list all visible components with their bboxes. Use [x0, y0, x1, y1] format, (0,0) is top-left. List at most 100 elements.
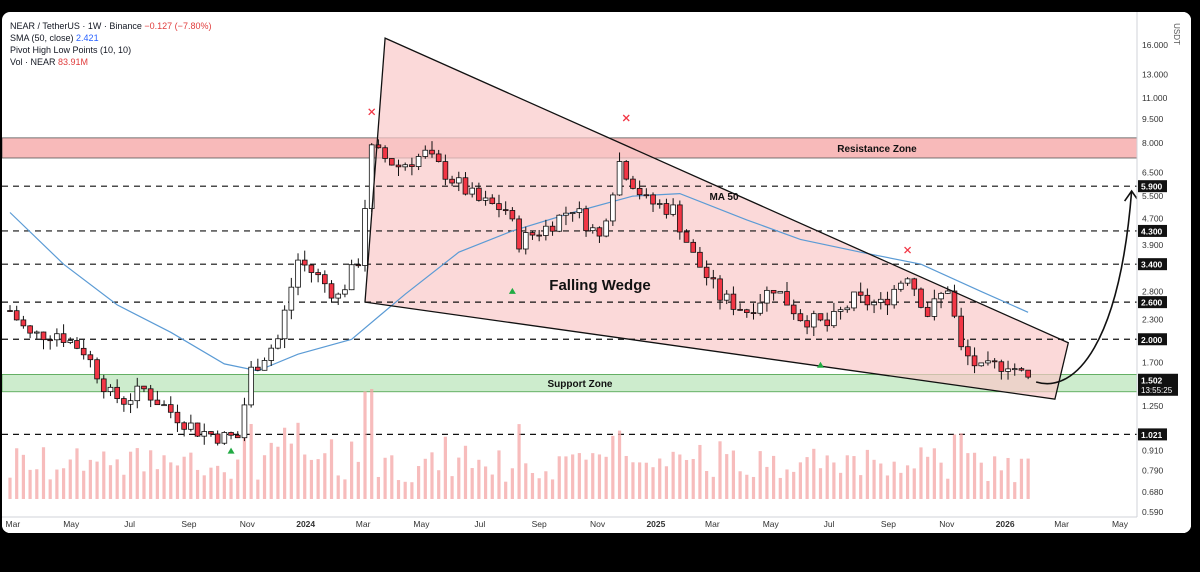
legend-symbol-row[interactable]: NEAR / TetherUS · 1W · Binance −0.127 (−… [10, 20, 211, 32]
candle[interactable] [877, 292, 884, 310]
candle[interactable] [1011, 363, 1018, 376]
candle[interactable] [449, 175, 455, 187]
candle[interactable] [281, 305, 288, 349]
candle[interactable] [991, 358, 998, 369]
candle[interactable] [891, 285, 897, 309]
candle[interactable] [20, 315, 27, 329]
candle[interactable] [469, 182, 475, 198]
candle[interactable] [770, 289, 777, 301]
legend-vol-row[interactable]: Vol · NEAR 83.91M [10, 56, 211, 68]
candle[interactable] [255, 358, 261, 372]
candle[interactable] [971, 347, 978, 374]
candle[interactable] [60, 324, 67, 348]
candle[interactable] [924, 302, 931, 318]
projection-arrow[interactable] [1035, 190, 1133, 385]
candle[interactable] [757, 293, 764, 316]
candle[interactable] [375, 139, 382, 149]
candle[interactable] [389, 158, 395, 166]
candle[interactable] [382, 145, 388, 163]
candle[interactable] [174, 404, 181, 432]
candle[interactable] [730, 286, 737, 316]
candle[interactable] [683, 229, 690, 243]
candle[interactable] [476, 182, 482, 202]
candle[interactable] [161, 400, 167, 407]
candle[interactable] [750, 303, 757, 320]
candle[interactable] [764, 286, 770, 312]
candle[interactable] [368, 143, 375, 212]
candle[interactable] [596, 226, 603, 243]
candle[interactable] [114, 379, 120, 404]
candle[interactable] [429, 141, 435, 158]
candle[interactable] [549, 221, 556, 236]
candle[interactable] [831, 302, 837, 328]
candle[interactable] [636, 180, 643, 200]
candle[interactable] [288, 277, 295, 320]
candle[interactable] [777, 291, 784, 294]
candle[interactable] [315, 268, 321, 283]
candle[interactable] [837, 306, 844, 320]
candle[interactable] [308, 264, 315, 283]
candle[interactable] [409, 157, 415, 176]
candle[interactable] [342, 284, 348, 298]
candle[interactable] [67, 337, 74, 345]
candle[interactable] [536, 229, 542, 242]
candle[interactable] [496, 194, 502, 218]
candle[interactable] [857, 282, 864, 304]
candle[interactable] [47, 335, 53, 350]
candle[interactable] [94, 357, 100, 384]
price-chart[interactable]: Resistance Zone Support Zone Falling Wedge… [2, 12, 1191, 533]
candle[interactable] [335, 292, 342, 305]
candle[interactable] [737, 303, 743, 311]
candle[interactable] [1025, 369, 1031, 380]
candle[interactable] [214, 430, 221, 446]
candle[interactable] [529, 231, 536, 240]
candle[interactable] [7, 305, 13, 312]
candle[interactable] [965, 339, 971, 366]
candle[interactable] [985, 351, 991, 366]
candle[interactable] [670, 198, 676, 217]
candle[interactable] [677, 200, 683, 240]
candle[interactable] [851, 291, 857, 312]
candle[interactable] [54, 328, 60, 347]
candle[interactable] [958, 307, 964, 351]
candle[interactable] [328, 280, 335, 303]
candle[interactable] [784, 281, 790, 306]
legend-pivot-row[interactable]: Pivot High Low Points (10, 10) [10, 44, 211, 56]
candle[interactable] [348, 259, 355, 291]
candle[interactable] [656, 199, 663, 209]
candle[interactable] [898, 280, 904, 292]
candle[interactable] [1018, 367, 1025, 372]
candle[interactable] [141, 385, 147, 393]
candle[interactable] [234, 431, 241, 439]
candle[interactable] [884, 291, 891, 315]
candle[interactable] [904, 277, 911, 286]
candle[interactable] [790, 299, 797, 320]
candle[interactable] [871, 299, 877, 314]
candle[interactable] [442, 154, 449, 186]
candle[interactable] [543, 219, 549, 241]
candle[interactable] [107, 384, 114, 397]
candle[interactable] [516, 215, 522, 253]
candle[interactable] [147, 384, 154, 408]
candle[interactable] [797, 309, 804, 322]
candle[interactable] [509, 207, 516, 222]
candle[interactable] [188, 414, 194, 432]
candle[interactable] [804, 315, 810, 335]
candle[interactable] [610, 192, 616, 226]
candle[interactable] [576, 201, 583, 219]
candle[interactable] [556, 214, 563, 233]
candle[interactable] [616, 152, 623, 196]
candle[interactable] [563, 206, 569, 226]
candle[interactable] [435, 149, 442, 163]
candle[interactable] [697, 246, 703, 268]
candle[interactable] [40, 331, 47, 350]
candle[interactable] [208, 431, 214, 437]
candle[interactable] [978, 362, 985, 367]
candle[interactable] [322, 270, 328, 293]
candle[interactable] [268, 344, 275, 366]
candle[interactable] [589, 224, 596, 234]
candle[interactable] [710, 269, 717, 289]
candle[interactable] [201, 423, 208, 445]
candle[interactable] [918, 287, 924, 309]
candle[interactable] [422, 145, 429, 159]
